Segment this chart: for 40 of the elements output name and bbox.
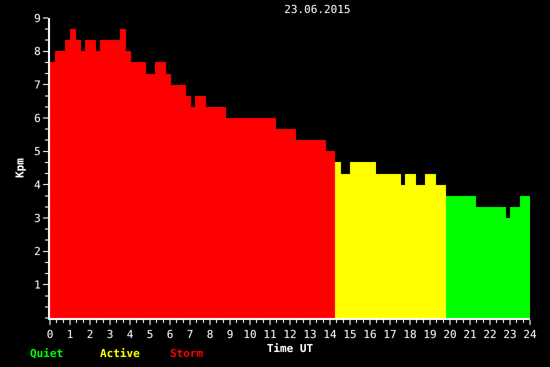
x-tick-label: 19: [423, 328, 437, 342]
y-tick-label: 1: [34, 278, 41, 292]
x-tick-label: 20: [443, 328, 457, 342]
y-tick-label: 4: [34, 178, 42, 192]
text: Quiet: [30, 347, 64, 360]
x-tick-label: 7: [186, 328, 194, 342]
x-tick-label: 18: [403, 328, 417, 342]
y-tick-label: 6: [34, 112, 41, 125]
y-axis-title: Kpm: [13, 158, 26, 178]
x-tick-label: 8: [206, 328, 214, 342]
x-tick-label: 2: [86, 328, 94, 342]
x-tick-label: 5: [146, 328, 154, 342]
x-tick-label: 23: [503, 328, 517, 342]
x-tick-label: 22: [483, 328, 497, 342]
x-tick-label: 17: [383, 328, 397, 342]
y-tick-label: 2: [34, 245, 41, 258]
x-tick-label: 11: [263, 328, 277, 342]
x-tick-label: 14: [323, 328, 337, 342]
x-tick-label: 13: [303, 328, 317, 342]
x-tick-label: 12: [283, 328, 297, 342]
x-tick-label: 3: [106, 328, 114, 342]
x-tick-label: 4: [126, 328, 134, 342]
x-tick-label: 1: [66, 328, 74, 342]
y-tick-label: 3: [34, 212, 41, 225]
text: Storm: [170, 347, 204, 360]
x-tick-label: 6: [166, 328, 174, 342]
x-tick-label: 21: [463, 328, 477, 342]
x-tick-label: 0: [46, 328, 54, 342]
x-tick-label: 16: [363, 328, 377, 342]
y-tick-label: 5: [34, 145, 41, 158]
x-tick-label: 15: [343, 328, 357, 342]
y-tick-label: 9: [34, 12, 41, 25]
x-tick-label: 9: [226, 328, 234, 342]
y-tick-label: 8: [34, 45, 41, 58]
x-axis-title: Time UT: [266, 342, 314, 355]
x-tick-label: 10: [243, 328, 257, 342]
chart-title: 23.06.2015: [284, 3, 350, 16]
text: Active: [100, 347, 140, 360]
y-tick-label: 7: [34, 78, 41, 92]
x-tick-label: 24: [523, 328, 537, 342]
